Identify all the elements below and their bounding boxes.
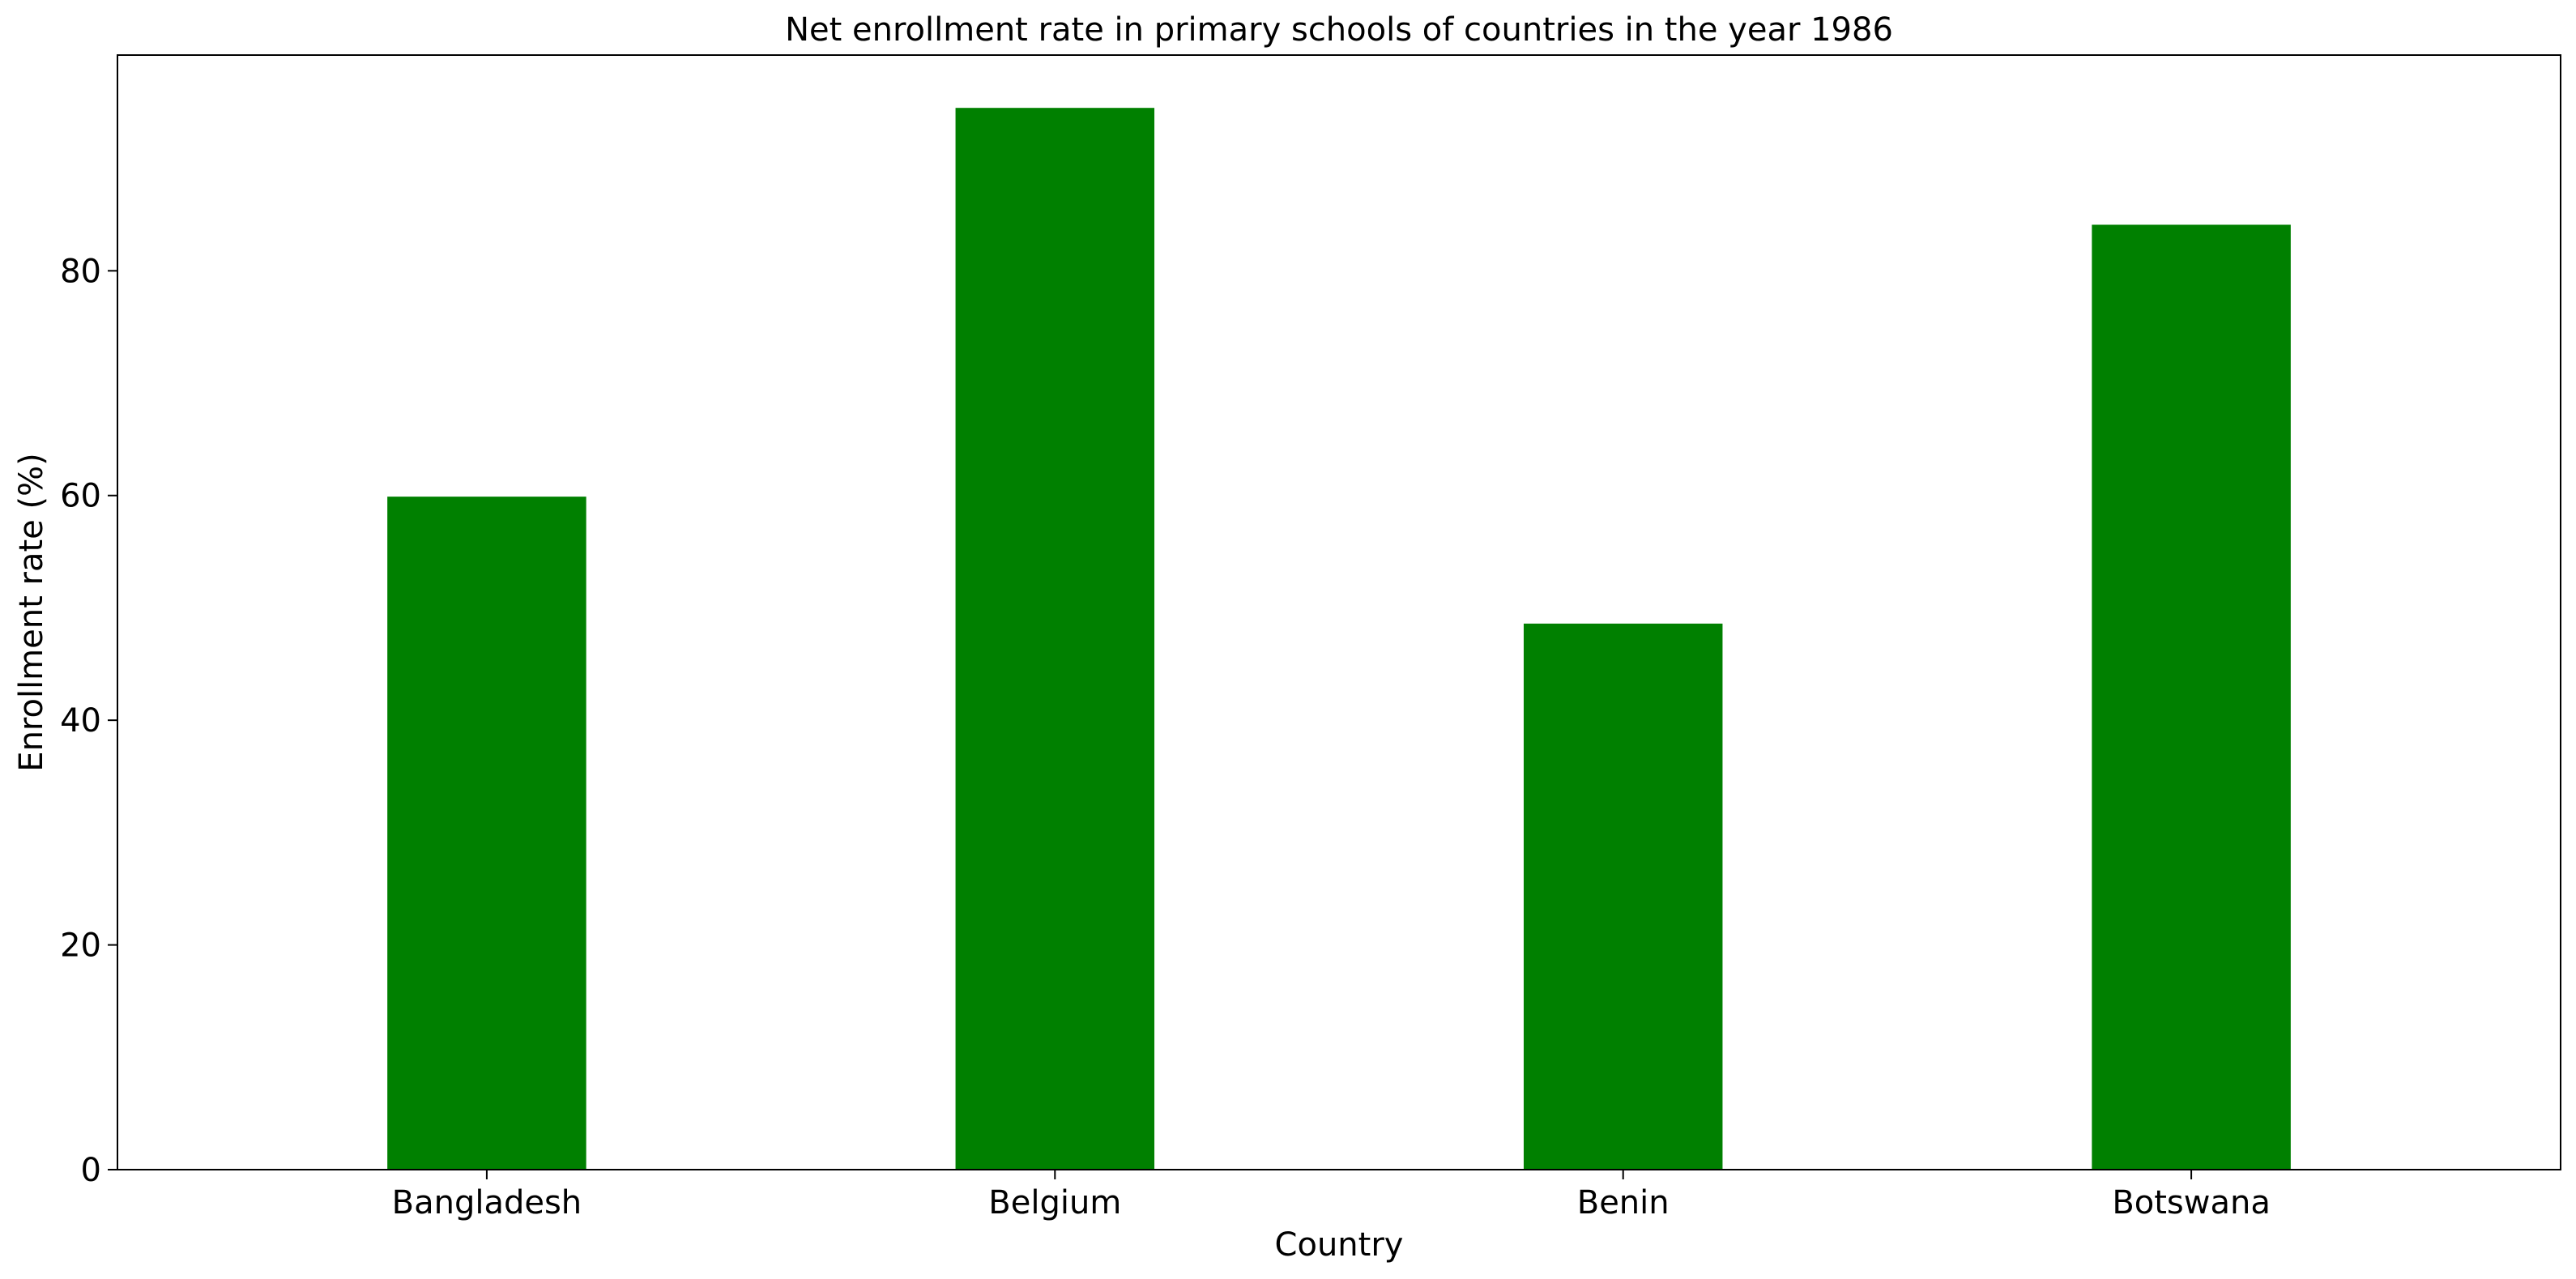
bar-bangladesh — [387, 497, 586, 1170]
y-tick-label: 60 — [60, 478, 101, 515]
chart-title: Net enrollment rate in primary schools o… — [785, 11, 1893, 49]
bar-belgium — [955, 108, 1155, 1170]
x-tick-label: Botswana — [2112, 1184, 2271, 1221]
y-axis-label: Enrollment rate (%) — [13, 453, 50, 771]
plot-frame — [117, 54, 2561, 1170]
x-tick-label: Benin — [1577, 1184, 1670, 1221]
bar-benin — [1523, 623, 1723, 1170]
x-axis-label: Country — [1275, 1226, 1404, 1264]
x-tick-label: Belgium — [988, 1184, 1121, 1221]
bar-botswana — [2092, 224, 2291, 1170]
y-tick-label: 20 — [60, 927, 101, 965]
x-axis-ticks: Bangladesh Belgium Benin Botswana — [392, 1170, 2271, 1221]
y-tick-label: 0 — [81, 1152, 101, 1189]
y-tick-label: 40 — [60, 702, 101, 740]
y-axis-ticks: 0 20 40 60 80 — [60, 253, 117, 1189]
y-tick-label: 80 — [60, 253, 101, 290]
x-tick-label: Bangladesh — [392, 1184, 582, 1221]
bars-layer — [387, 108, 2291, 1170]
